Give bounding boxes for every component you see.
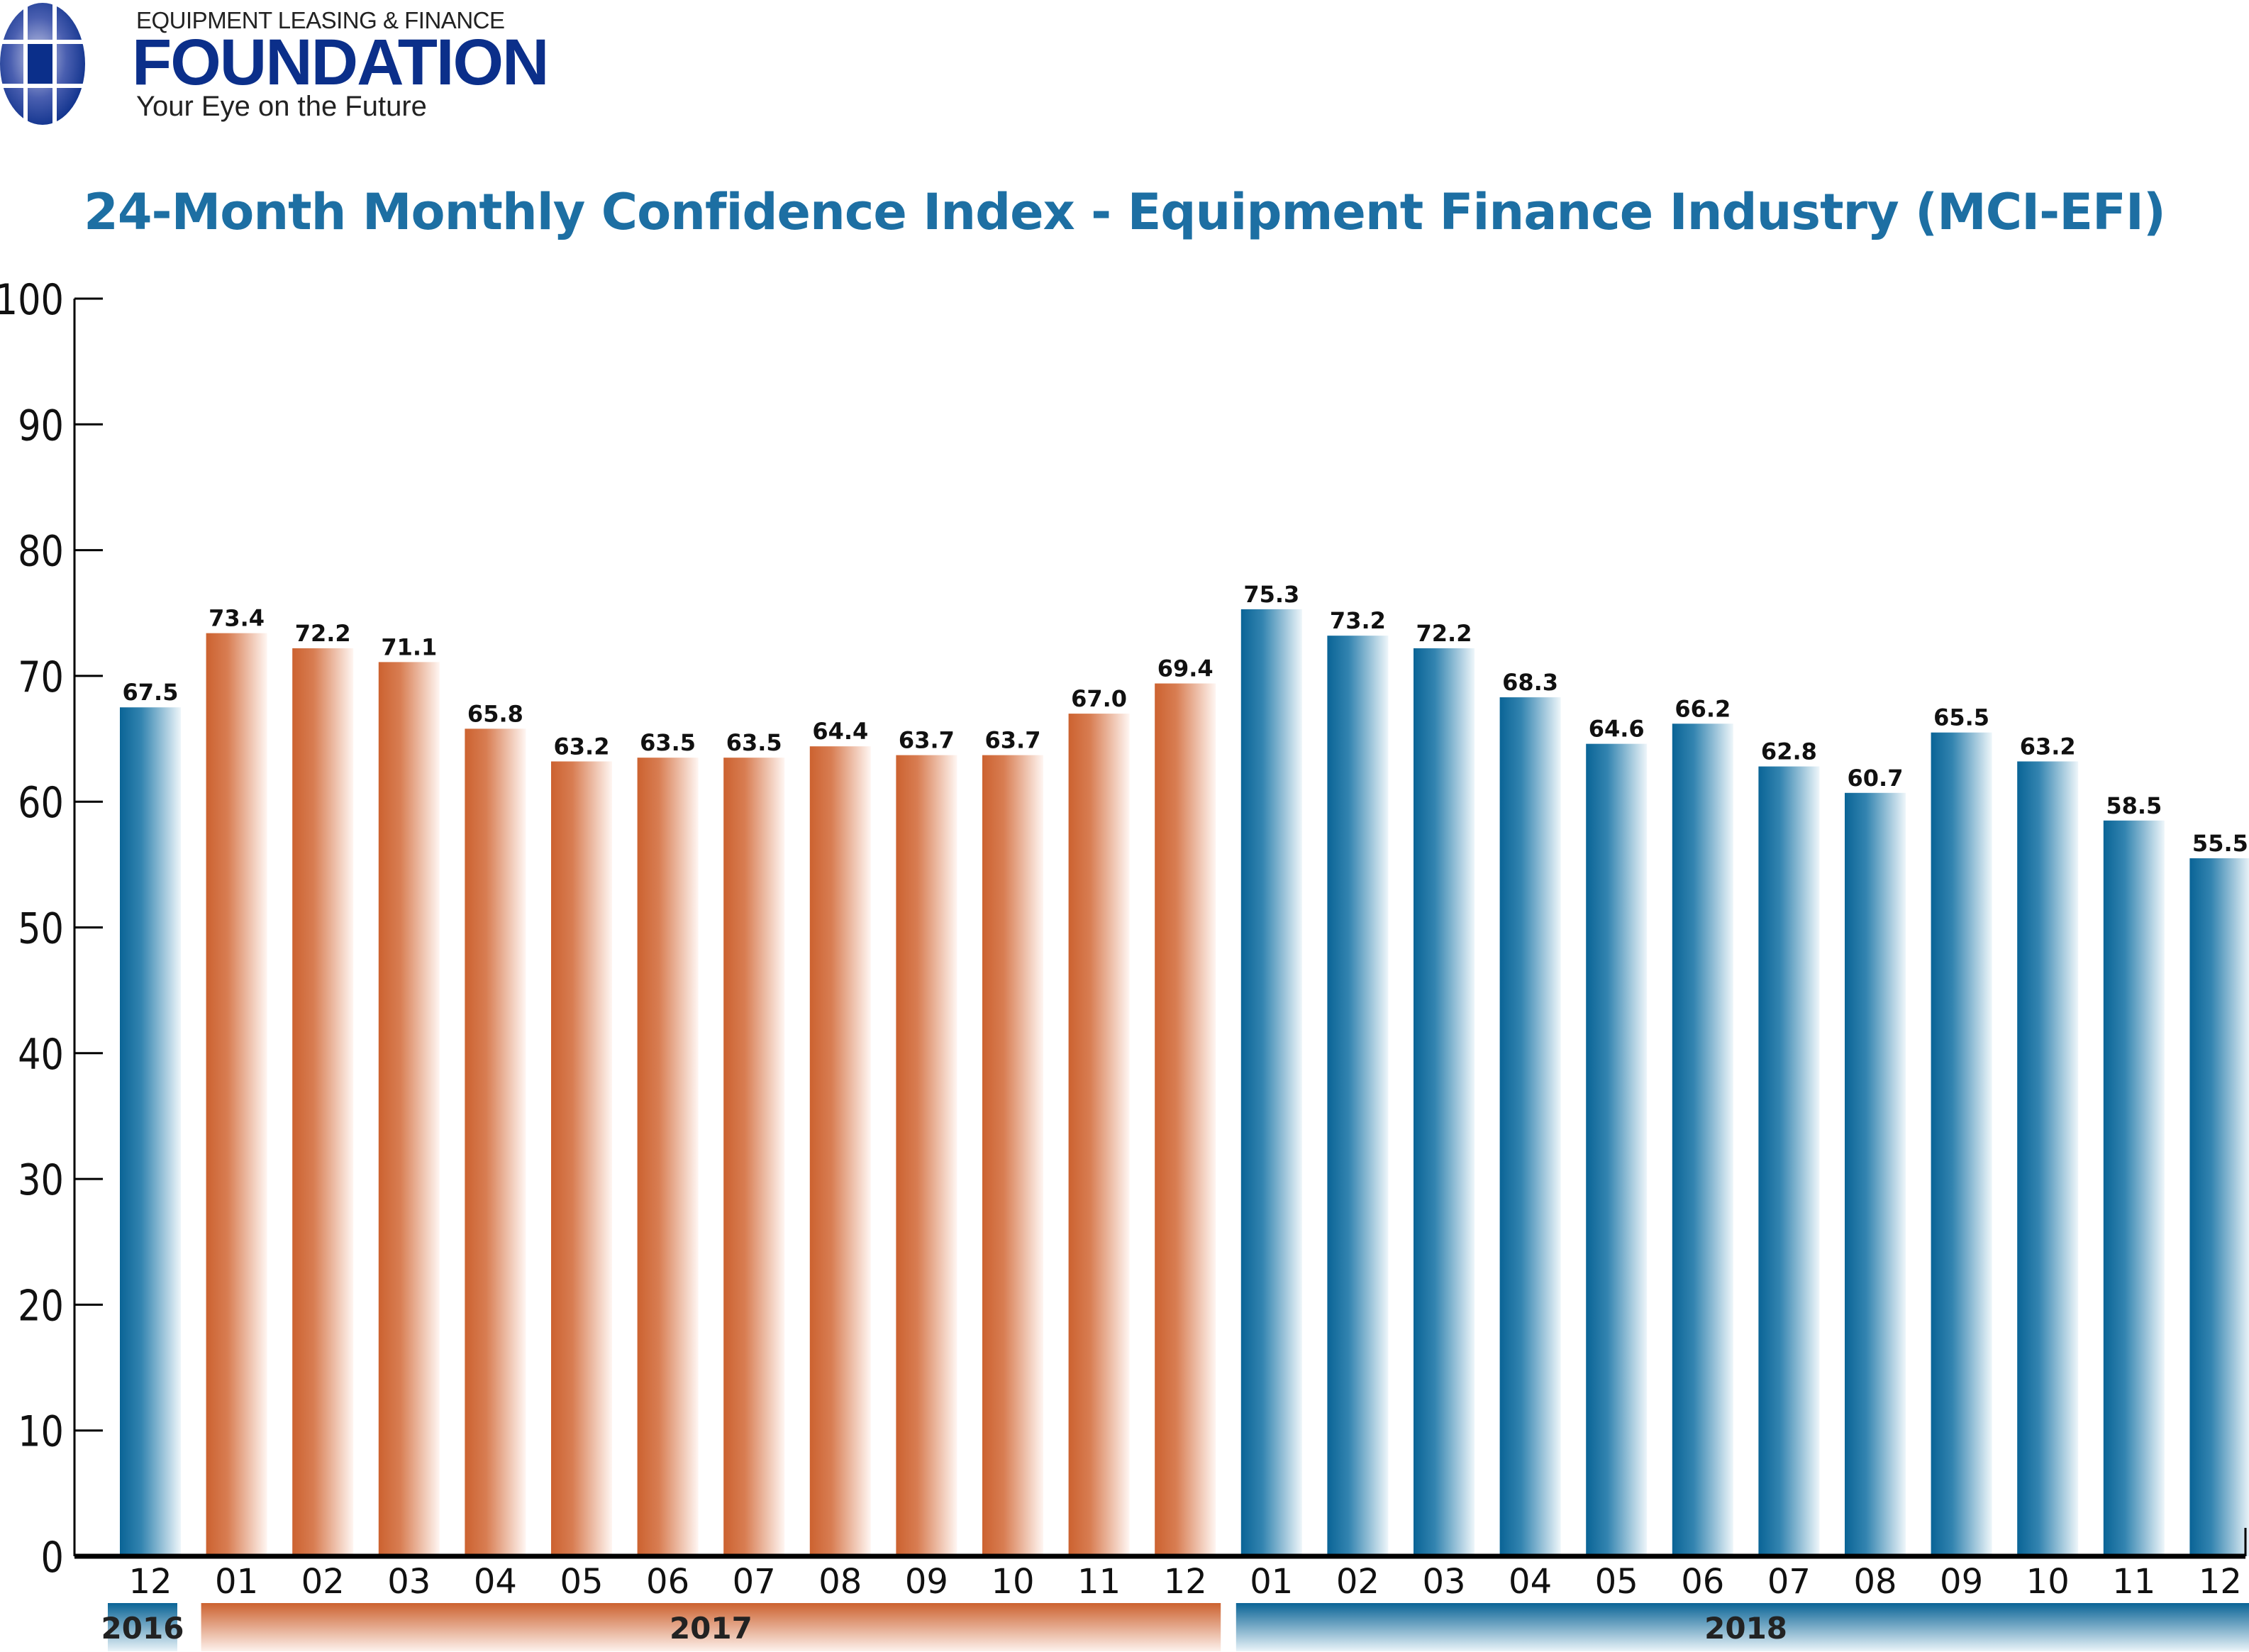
logo-tagline: Your Eye on the Future xyxy=(136,91,427,122)
data-label: 73.4 xyxy=(209,605,265,632)
x-tick-label: 08 xyxy=(818,1562,862,1602)
x-tick-label: 03 xyxy=(387,1562,431,1602)
x-tick-label: 05 xyxy=(560,1562,603,1602)
x-tick-label: 03 xyxy=(1422,1562,1465,1602)
data-label: 64.4 xyxy=(812,718,868,745)
data-label: 67.0 xyxy=(1071,685,1127,712)
bar xyxy=(206,633,267,1557)
x-tick-label: 09 xyxy=(905,1562,948,1602)
year-label: 2018 xyxy=(1704,1611,1787,1646)
chart-title: 24-Month Monthly Confidence Index - Equi… xyxy=(84,183,2166,241)
x-tick-label: 02 xyxy=(301,1562,345,1602)
y-tick-label: 40 xyxy=(18,1030,64,1080)
x-tick-label: 01 xyxy=(215,1562,258,1602)
data-label: 63.7 xyxy=(985,727,1041,754)
x-tick-label: 05 xyxy=(1595,1562,1638,1602)
y-tick-label: 0 xyxy=(41,1533,64,1582)
bar xyxy=(2103,820,2165,1556)
y-tick-label: 10 xyxy=(18,1407,64,1457)
logo-main-text: FOUNDATION xyxy=(132,26,549,99)
data-label: 72.2 xyxy=(295,620,351,647)
data-label: 63.2 xyxy=(554,733,610,760)
bar xyxy=(1327,636,1389,1556)
bar xyxy=(1499,697,1561,1556)
data-label: 69.4 xyxy=(1157,655,1214,682)
data-label: 64.6 xyxy=(1589,716,1645,743)
data-label: 72.2 xyxy=(1416,620,1472,647)
y-tick-label: 50 xyxy=(18,904,64,954)
data-label: 68.3 xyxy=(1502,669,1558,696)
x-tick-label: 11 xyxy=(1077,1562,1121,1602)
bar xyxy=(1586,743,1648,1556)
x-tick-label: 04 xyxy=(1509,1562,1552,1602)
y-tick-label: 30 xyxy=(18,1155,64,1205)
bar xyxy=(637,758,699,1556)
bar xyxy=(1155,683,1216,1556)
y-tick-label: 20 xyxy=(18,1281,64,1331)
y-tick-label: 100 xyxy=(0,275,64,325)
y-tick-label: 90 xyxy=(18,401,64,450)
x-tick-label: 10 xyxy=(2026,1562,2070,1602)
data-label: 65.8 xyxy=(467,700,523,727)
bar xyxy=(982,755,1043,1556)
data-label: 63.2 xyxy=(2020,733,2076,760)
x-tick-label: 12 xyxy=(128,1562,172,1602)
x-tick-label: 12 xyxy=(1164,1562,1207,1602)
x-tick-label: 08 xyxy=(1853,1562,1897,1602)
x-tick-label: 06 xyxy=(646,1562,689,1602)
y-tick-label: 70 xyxy=(18,653,64,702)
data-label: 73.2 xyxy=(1330,607,1386,634)
data-label: 63.7 xyxy=(899,727,955,754)
bar xyxy=(1758,766,1820,1556)
x-tick-label: 12 xyxy=(2199,1562,2242,1602)
bar xyxy=(1931,732,1992,1556)
data-label: 66.2 xyxy=(1675,695,1731,722)
x-tick-label: 10 xyxy=(991,1562,1034,1602)
data-label: 63.5 xyxy=(640,729,696,756)
x-tick-label: 11 xyxy=(2112,1562,2155,1602)
x-tick-label: 06 xyxy=(1681,1562,1724,1602)
bar xyxy=(465,728,526,1556)
x-tick-label: 04 xyxy=(474,1562,517,1602)
data-label: 58.5 xyxy=(2106,792,2162,819)
data-label: 62.8 xyxy=(1761,738,1817,765)
year-band xyxy=(108,1603,177,1651)
year-label: 2016 xyxy=(101,1611,184,1646)
x-tick-label: 09 xyxy=(1940,1562,1983,1602)
bar xyxy=(2189,858,2249,1556)
bar xyxy=(1068,714,1130,1556)
bar xyxy=(1845,792,1906,1556)
bar xyxy=(1414,648,1475,1556)
x-tick-label: 07 xyxy=(733,1562,776,1602)
x-tick-label: 02 xyxy=(1336,1562,1379,1602)
data-label: 65.5 xyxy=(1933,704,1989,731)
bar xyxy=(120,707,181,1556)
data-label: 55.5 xyxy=(2192,830,2248,857)
bar xyxy=(551,761,612,1556)
x-tick-label: 01 xyxy=(1250,1562,1293,1602)
y-tick-label: 80 xyxy=(18,527,64,577)
bar xyxy=(809,746,871,1556)
data-label: 71.1 xyxy=(381,633,437,660)
foundation-logo: EQUIPMENT LEASING & FINANCE FOUNDATION Y… xyxy=(0,0,582,135)
bar xyxy=(723,758,785,1556)
data-label: 75.3 xyxy=(1243,581,1299,608)
data-label: 63.5 xyxy=(726,729,782,756)
year-band xyxy=(201,1603,1221,1651)
year-label: 2017 xyxy=(670,1611,753,1646)
data-label: 67.5 xyxy=(123,679,179,706)
y-tick-label: 60 xyxy=(18,778,64,828)
data-label: 60.7 xyxy=(1848,765,1904,792)
bar xyxy=(378,662,440,1556)
bar xyxy=(896,755,957,1556)
logo-top-text: EQUIPMENT LEASING & FINANCE xyxy=(136,7,505,33)
bar xyxy=(1672,724,1733,1557)
x-tick-label: 07 xyxy=(1767,1562,1811,1602)
bar xyxy=(2017,761,2079,1556)
bar xyxy=(292,648,354,1556)
year-band xyxy=(1235,1603,2249,1651)
bar xyxy=(1240,609,1302,1556)
globe-logo-icon xyxy=(0,1,85,129)
